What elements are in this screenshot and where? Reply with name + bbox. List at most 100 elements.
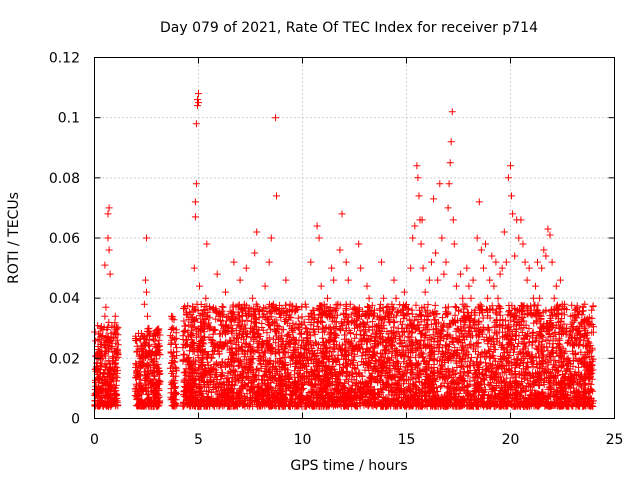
data-point [110,366,118,374]
data-point [369,348,377,356]
data-point [186,360,194,368]
data-point [143,288,150,296]
data-point [428,258,435,266]
data-point [394,324,402,332]
data-point [584,348,591,356]
data-point [273,192,280,200]
data-point [222,288,229,296]
data-point [414,174,422,182]
data-point [201,348,209,356]
data-points [92,90,596,410]
data-point [534,258,541,266]
data-point [461,318,469,326]
data-point [407,264,415,272]
data-point [198,336,206,344]
data-point [276,348,284,356]
data-point [305,312,313,320]
data-point [155,336,163,344]
data-point [396,336,404,344]
data-point [409,234,417,242]
dense-cloud-marks [91,300,597,410]
data-point [139,360,147,368]
data-point [232,354,240,362]
data-point [523,276,531,284]
data-point [532,282,539,290]
data-point [351,324,358,332]
data-point [326,312,333,320]
data-point [575,336,583,344]
data-point [203,240,211,248]
data-point [98,384,106,392]
data-point [344,276,352,284]
data-point [319,324,327,332]
data-point [418,216,426,224]
data-point [108,384,116,392]
data-point [215,342,223,350]
data-point [508,192,515,200]
data-point [288,354,296,362]
data-point [147,366,155,374]
data-point [184,354,192,362]
data-point [137,381,145,389]
data-point [261,282,269,290]
data-point [448,108,456,116]
data-point [494,294,502,302]
data-point [581,342,589,350]
data-point [465,282,473,290]
data-point [413,162,421,170]
data-point [274,324,281,332]
x-tick-label: 20 [502,432,520,448]
data-point [170,372,177,380]
data-point [548,258,556,266]
data-point [311,330,319,338]
data-point [473,234,481,242]
data-point [145,327,153,335]
data-point [346,300,354,308]
data-point [185,372,193,380]
data-point [286,300,294,308]
y-axis-label: ROTI / TECUs [6,192,22,284]
data-point [378,258,385,266]
data-point [544,225,552,233]
data-point [112,381,120,389]
data-point [321,348,329,356]
data-point [253,228,261,236]
data-point [492,258,500,266]
data-point [153,384,161,392]
data-point [172,363,180,371]
data-point [490,282,498,290]
data-point [301,378,309,386]
data-point [569,393,577,401]
data-point [290,324,298,332]
data-point [255,330,263,338]
data-point [192,120,200,128]
data-point [238,342,246,350]
chart-title: Day 079 of 2021, Rate Of TEC Index for r… [160,20,538,36]
data-point [484,294,492,302]
y-tick-label: 0.04 [49,291,80,307]
data-point [249,294,257,302]
data-point [211,306,219,314]
data-point [102,303,110,311]
data-point [97,324,105,332]
data-point [196,282,203,290]
data-point [111,312,119,320]
data-point [146,342,154,350]
data-point [109,354,117,362]
data-point [577,318,585,326]
data-point [482,240,489,248]
data-point [498,264,506,272]
data-point [286,403,294,410]
data-point [382,403,390,410]
data-point [228,309,236,317]
data-point [550,294,558,302]
data-point [386,318,394,326]
data-point [463,264,471,272]
data-point [309,306,317,314]
data-point [303,330,311,338]
data-point [94,366,102,374]
data-point [407,393,415,401]
data-point [363,282,371,290]
y-tick-label: 0.02 [49,351,80,367]
data-point [195,90,202,98]
